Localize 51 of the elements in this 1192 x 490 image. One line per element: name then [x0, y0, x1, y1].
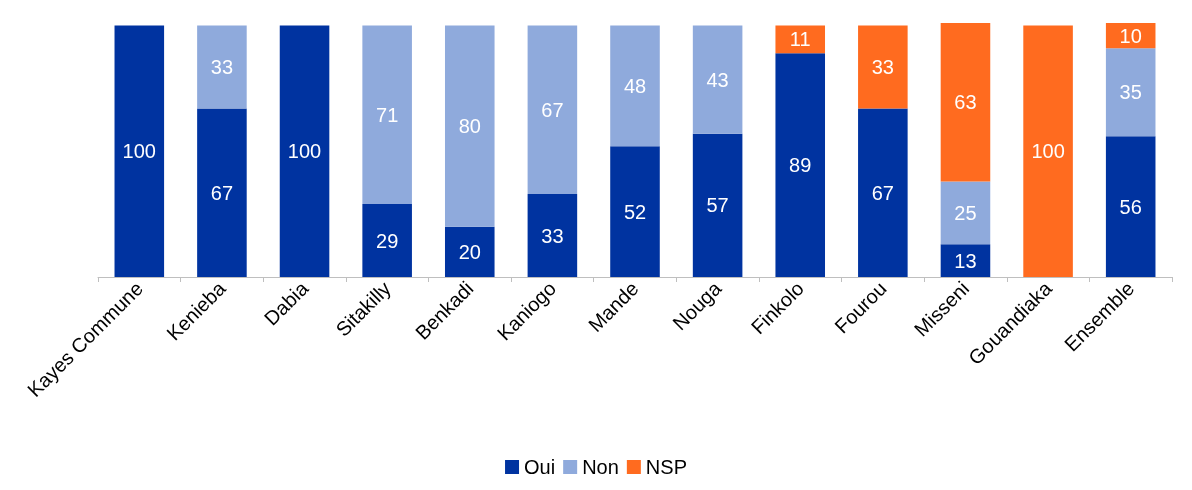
bar — [527, 25, 578, 195]
data-label: 20 — [458, 240, 481, 263]
bar — [692, 25, 743, 134]
bar — [1105, 136, 1156, 277]
bar — [940, 23, 991, 182]
bar — [197, 25, 247, 109]
data-label: 100 — [122, 140, 156, 163]
bar — [1105, 48, 1156, 137]
data-label: 13 — [954, 249, 977, 272]
bar — [279, 25, 330, 277]
legend-label: NSP — [645, 456, 687, 478]
data-label: 57 — [706, 194, 729, 217]
bar — [444, 226, 495, 277]
data-label: 43 — [706, 68, 729, 91]
bar — [940, 244, 991, 277]
bar — [362, 25, 412, 205]
bar — [527, 194, 578, 277]
data-label: 33 — [210, 56, 234, 79]
bar — [775, 53, 826, 277]
bar — [1023, 25, 1073, 277]
data-label: 89 — [789, 154, 812, 177]
data-label: 10 — [1119, 24, 1142, 47]
data-label: 56 — [1119, 195, 1142, 218]
bar — [610, 25, 660, 147]
bar — [858, 25, 908, 109]
data-label: 11 — [789, 28, 811, 51]
bar — [940, 181, 991, 245]
data-label: 35 — [1119, 81, 1142, 104]
bar — [610, 146, 660, 277]
data-label: 67 — [210, 181, 234, 204]
bar — [444, 25, 495, 227]
legend-label: Non — [582, 456, 619, 478]
data-label: 48 — [623, 74, 647, 97]
bar — [197, 108, 247, 277]
bar — [692, 133, 743, 277]
data-label: 33 — [541, 224, 564, 247]
data-label: 100 — [1031, 140, 1065, 163]
data-label: 67 — [541, 98, 564, 121]
data-label: 33 — [871, 56, 894, 79]
bar — [362, 204, 412, 277]
data-label: 80 — [458, 115, 481, 138]
data-label: 71 — [376, 103, 399, 126]
data-label: 29 — [376, 229, 399, 252]
legend-label: Oui — [524, 456, 556, 478]
data-label: 52 — [623, 200, 647, 223]
data-label: 100 — [287, 140, 322, 163]
data-label: 63 — [954, 91, 977, 114]
data-label: 67 — [871, 181, 894, 204]
bar — [114, 25, 165, 277]
bar — [858, 108, 908, 277]
data-label: 25 — [954, 201, 977, 224]
